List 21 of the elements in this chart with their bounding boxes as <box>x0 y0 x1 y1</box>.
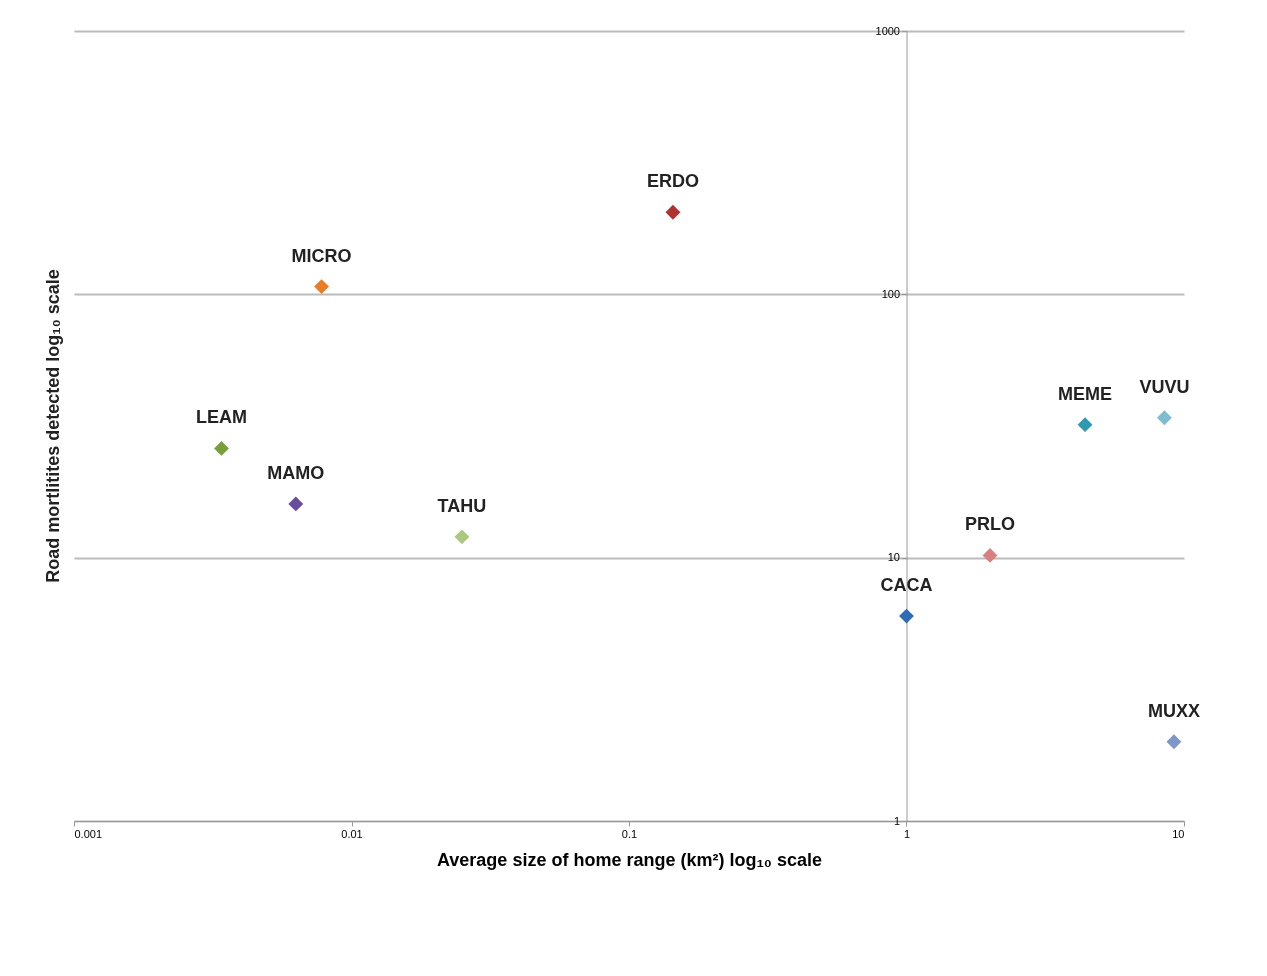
series-label: MAMO <box>267 462 325 483</box>
x-tick-label: 0.01 <box>341 827 363 840</box>
series-label: VUVU <box>1139 376 1190 397</box>
series-label: ERDO <box>646 171 699 192</box>
x-tick-label: 0.001 <box>74 827 103 840</box>
series-label: PRLO <box>965 514 1016 535</box>
x-tick-label: 10 <box>1172 827 1185 840</box>
x-tick-label: 0.1 <box>621 827 638 840</box>
y-axis-title: Road mortlitites detected log₁₀ scale <box>43 269 63 583</box>
y-tick-label: 1000 <box>875 24 900 37</box>
series-label: MUXX <box>1147 700 1200 721</box>
x-axis-title: Average size of home range (km²) log₁₀ scale <box>436 849 823 870</box>
y-tick-label: 100 <box>881 287 900 300</box>
series-label: CACA <box>880 575 933 596</box>
series-label: LEAM <box>195 407 247 428</box>
x-tick-label: 1 <box>903 827 911 840</box>
series-label: MEME <box>1058 383 1113 404</box>
y-tick-label: 1 <box>893 814 900 827</box>
series-label: TAHU <box>437 495 487 516</box>
y-tick-label: 10 <box>887 551 900 564</box>
series-label: MICRO <box>291 245 352 266</box>
